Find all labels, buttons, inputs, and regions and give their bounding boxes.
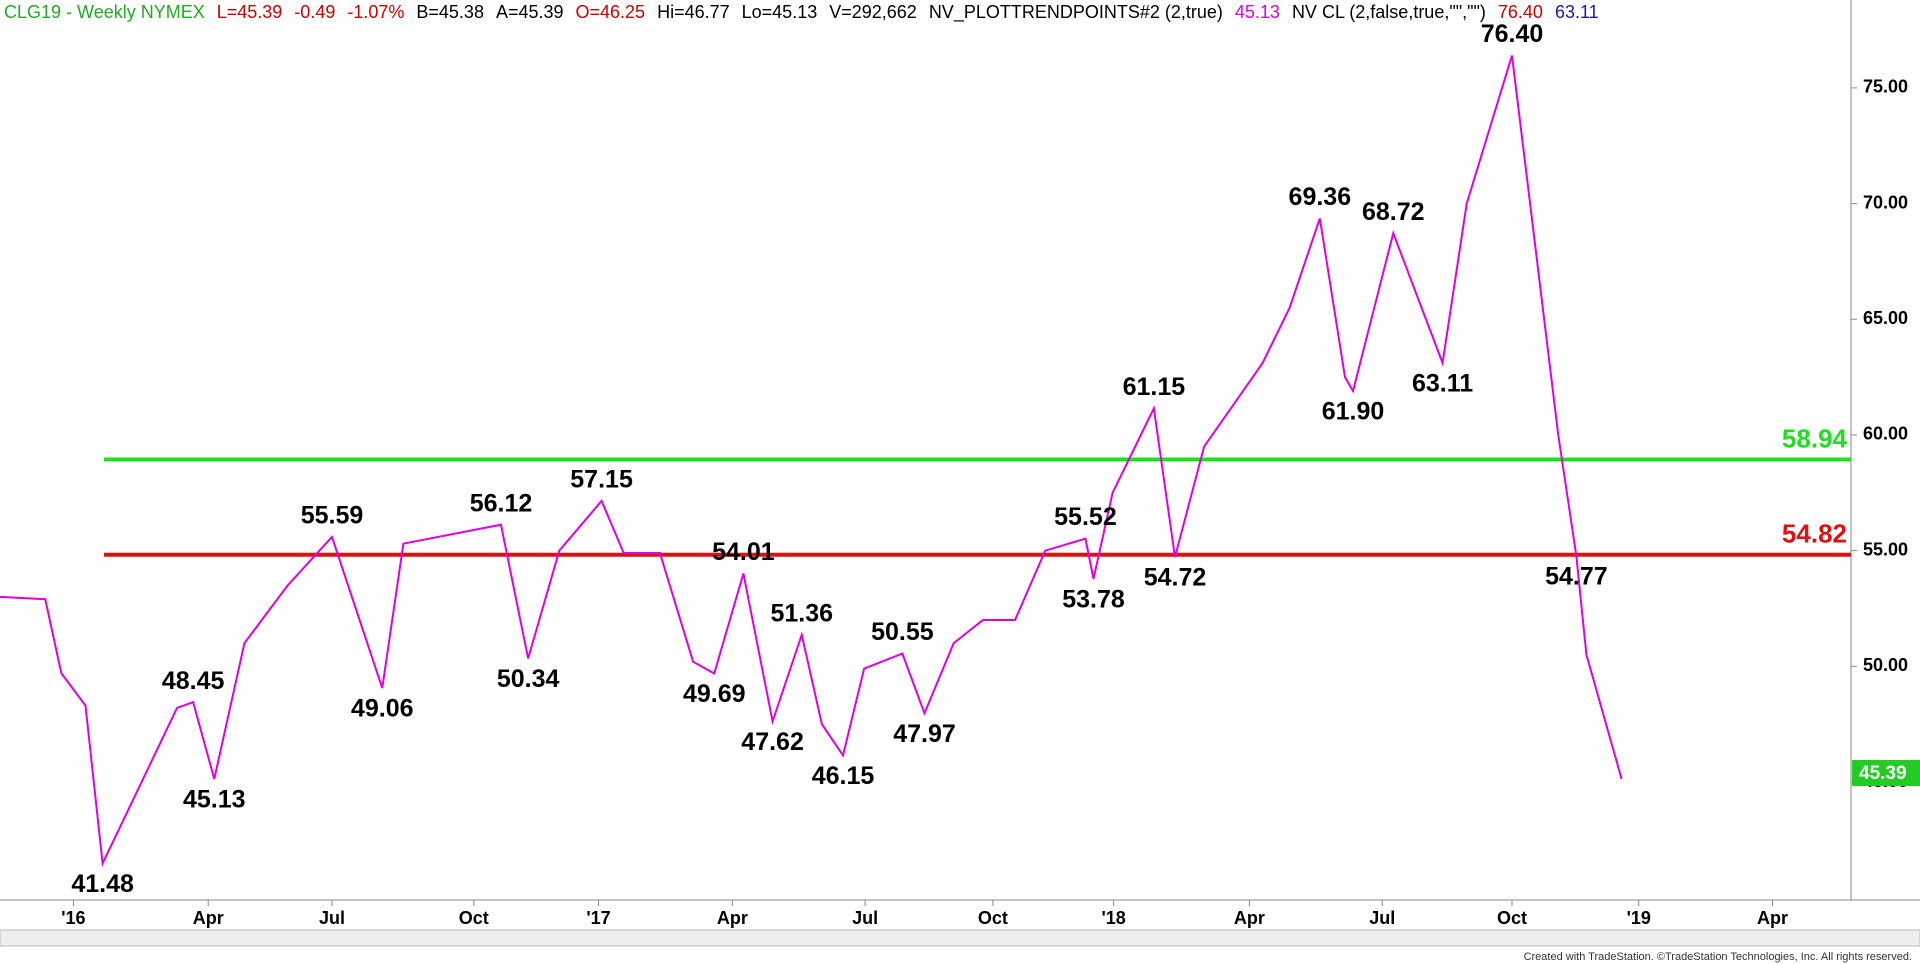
x-tick-label: Oct (1497, 908, 1527, 928)
header-segment: -1.07% (347, 2, 405, 22)
pivot-label: 41.48 (71, 870, 134, 898)
level-label: 54.82 (1782, 519, 1847, 549)
x-tick-label: '18 (1101, 908, 1125, 928)
x-tick-label: Jul (1369, 908, 1395, 928)
pivot-label: 53.78 (1062, 585, 1125, 613)
pivot-label: 46.15 (812, 762, 875, 790)
header-segment: 76.40 (1497, 2, 1543, 22)
x-tick-label: '17 (586, 908, 610, 928)
pivot-label: 54.01 (712, 538, 775, 566)
pivot-label: 68.72 (1362, 198, 1425, 226)
pivot-label: 47.62 (741, 728, 804, 756)
x-tick-label: Oct (459, 908, 489, 928)
header: CLG19 - Weekly NYMEX L=45.39 -0.49 -1.07% B=… (4, 2, 1611, 23)
pivot-label: 69.36 (1289, 183, 1352, 211)
y-tick-label: 70.00 (1863, 192, 1908, 212)
x-tick-label: Jul (852, 908, 878, 928)
x-tick-label: Oct (978, 908, 1008, 928)
x-tick-label: '16 (61, 908, 85, 928)
trend-line (0, 55, 1623, 868)
header-segment: B=45.38 (416, 2, 484, 22)
pivot-label: 57.15 (570, 466, 633, 494)
y-tick-label: 65.00 (1863, 308, 1908, 328)
pivot-label: 49.69 (683, 680, 746, 708)
x-tick-label: Apr (193, 908, 224, 928)
x-tick-label: Jul (319, 908, 345, 928)
y-tick-label: 55.00 (1863, 539, 1908, 559)
y-tick-label: 50.00 (1863, 655, 1908, 675)
pivot-label: 55.52 (1054, 503, 1117, 531)
scrollbar[interactable] (0, 929, 1920, 947)
header-segment: O=46.25 (575, 2, 646, 22)
x-tick-label: Apr (1757, 908, 1788, 928)
pivot-label: 45.13 (183, 786, 246, 814)
pivot-label: 49.06 (351, 695, 414, 723)
pivot-label: 47.97 (893, 720, 956, 748)
pivot-label: 61.90 (1322, 398, 1385, 426)
pivot-label: 50.55 (871, 618, 934, 646)
pivot-label: 61.15 (1123, 373, 1186, 401)
last-price-label: 45.39 (1859, 763, 1907, 784)
y-tick-label: 75.00 (1863, 77, 1908, 97)
footer: Created with TradeStation. ©TradeStation… (1524, 951, 1912, 963)
header-segment: CLG19 - Weekly NYMEX (4, 2, 205, 22)
header-segment: A=45.39 (495, 2, 564, 22)
pivot-label: 63.11 (1412, 370, 1473, 398)
last-price-box (1852, 759, 1920, 786)
pivot-label: 56.12 (470, 489, 533, 517)
header-segment: Lo=45.13 (741, 2, 818, 22)
pivot-label: 51.36 (770, 599, 833, 627)
pivot-label: 54.77 (1545, 563, 1608, 591)
header-segment: NV_PLOTTRENDPOINTS#2 (2,true) (928, 2, 1223, 22)
x-tick-label: Apr (717, 908, 748, 928)
level-label: 58.94 (1782, 423, 1848, 453)
y-tick-label: 60.00 (1863, 424, 1908, 444)
x-tick-label: '19 (1627, 908, 1651, 928)
header-segment: Hi=46.77 (657, 2, 730, 22)
pivot-label: 48.45 (162, 667, 225, 695)
pivot-label: 55.59 (301, 502, 364, 530)
pivot-label: 54.72 (1144, 564, 1207, 592)
header-segment: V=292,662 (829, 2, 917, 22)
header-segment: 45.13 (1234, 2, 1280, 22)
header-segment: NV CL (2,false,true,"","") (1291, 2, 1486, 22)
x-tick-label: Apr (1234, 908, 1265, 928)
pivot-label: 76.40 (1481, 20, 1544, 48)
header-segment: L=45.39 (216, 2, 283, 22)
pivot-label: 50.34 (497, 665, 560, 693)
header-segment: -0.49 (294, 2, 336, 22)
header-segment: 63.11 (1554, 2, 1599, 22)
